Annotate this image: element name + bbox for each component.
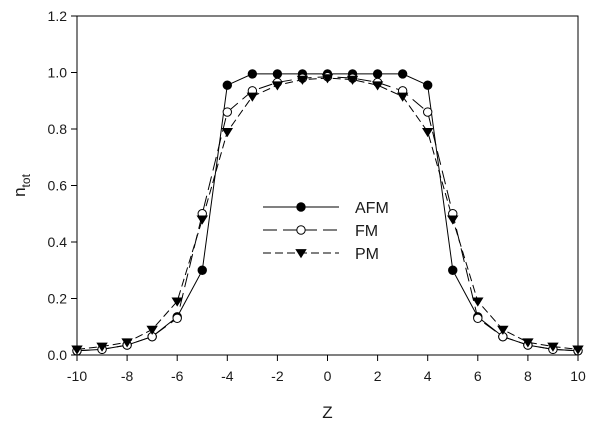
y-tick-label-6: 1.2 xyxy=(48,8,68,24)
data-point-pm-5 xyxy=(196,215,208,225)
data-point-pm-18 xyxy=(522,338,534,348)
y-axis-ticks: 0.0 0.2 0.4 0.6 0.8 1.0 1.2 xyxy=(48,8,77,363)
x-axis-title: Z xyxy=(322,403,332,422)
data-point-pm-8 xyxy=(271,81,284,91)
data-point-pm-17 xyxy=(497,325,509,335)
y-tick-label-0: 0.0 xyxy=(48,347,68,363)
data-point-afm-7 xyxy=(247,69,258,79)
data-point-pm-16 xyxy=(472,297,484,307)
x-tick-label-7: 4 xyxy=(424,368,432,384)
data-point-afm-12 xyxy=(372,69,383,79)
x-tick-label-8: 6 xyxy=(474,368,482,384)
y-tick-label-4: 0.8 xyxy=(48,121,68,137)
data-point-afm-8 xyxy=(272,69,283,79)
data-point-fm-6 xyxy=(222,107,233,117)
plot-frame xyxy=(76,15,579,356)
x-tick-label-0: -10 xyxy=(67,368,87,384)
y-tick-label-2: 0.4 xyxy=(48,234,68,250)
x-tick-label-6: 2 xyxy=(374,368,382,384)
data-point-pm-15 xyxy=(447,215,459,225)
data-point-pm-9 xyxy=(296,75,309,85)
legend-label-pm: PM xyxy=(355,246,379,263)
legend-marker-fm xyxy=(296,225,306,235)
data-point-pm-2 xyxy=(121,338,133,348)
data-point-fm-4 xyxy=(172,313,182,323)
series-line-afm xyxy=(76,73,579,352)
series-line-pm xyxy=(76,77,579,350)
legend-marker-afm xyxy=(296,202,306,212)
data-point-afm-13 xyxy=(397,69,408,79)
legend-label-fm: FM xyxy=(355,223,378,240)
x-tick-label-10: 10 xyxy=(570,368,586,384)
x-tick-label-5: 0 xyxy=(324,368,332,384)
data-point-pm-3 xyxy=(146,325,158,335)
data-point-fm-16 xyxy=(473,313,483,323)
x-tick-label-4: -2 xyxy=(271,368,284,384)
legend-marker-pm xyxy=(295,249,307,259)
series-markers xyxy=(71,69,584,356)
data-point-pm-10 xyxy=(321,74,334,84)
y-axis-title-base: n xyxy=(10,187,29,196)
y-tick-label-1: 0.2 xyxy=(48,291,68,307)
x-tick-label-1: -8 xyxy=(121,368,134,384)
series-lines xyxy=(76,73,579,352)
x-tick-label-9: 8 xyxy=(524,368,532,384)
x-axis-ticks: -10 -8 -6 -4 -2 0 2 4 6 8 10 xyxy=(67,355,586,384)
data-point-fm-14 xyxy=(423,107,433,117)
data-point-pm-1 xyxy=(96,342,108,352)
x-tick-label-3: -4 xyxy=(221,368,234,384)
data-point-pm-6 xyxy=(221,127,234,138)
data-point-pm-12 xyxy=(371,81,384,91)
data-point-pm-14 xyxy=(421,127,434,138)
data-point-pm-13 xyxy=(396,92,409,102)
y-tick-label-5: 1.0 xyxy=(48,65,68,81)
x-tick-label-2: -6 xyxy=(171,368,184,384)
y-axis-title-subscript: tot xyxy=(19,173,33,187)
data-point-afm-14 xyxy=(423,80,433,90)
data-point-pm-7 xyxy=(246,92,259,102)
data-point-afm-6 xyxy=(222,80,233,90)
data-point-afm-15 xyxy=(448,265,458,275)
legend: AFM FM PM xyxy=(263,200,389,263)
y-axis-title: ntot xyxy=(10,173,33,196)
data-point-pm-19 xyxy=(547,342,559,352)
series-line-fm xyxy=(76,76,579,352)
data-point-afm-5 xyxy=(197,265,207,275)
data-point-pm-11 xyxy=(346,75,359,85)
y-tick-label-3: 0.6 xyxy=(48,178,68,194)
data-point-pm-4 xyxy=(171,297,183,307)
legend-label-afm: AFM xyxy=(355,200,389,217)
